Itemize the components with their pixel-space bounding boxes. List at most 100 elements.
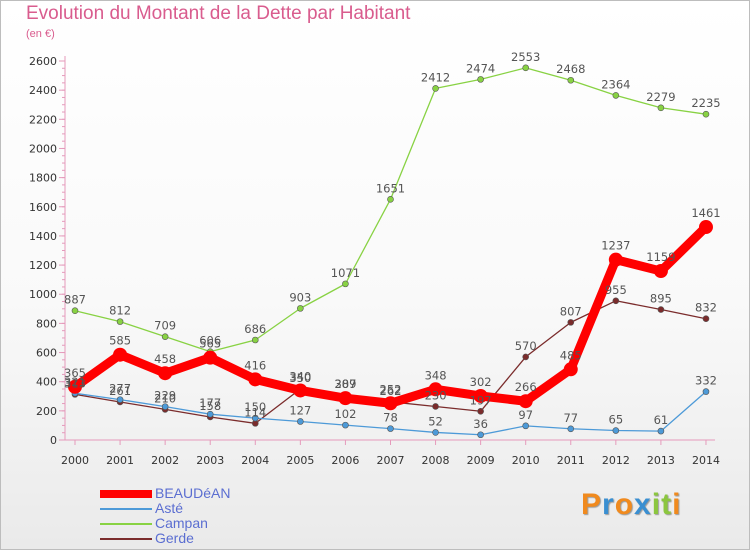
x-tick-label: 2011 <box>557 454 585 467</box>
data-label: 458 <box>154 352 176 366</box>
y-tick-label: 200 <box>36 405 57 418</box>
data-point <box>612 92 620 99</box>
x-tick-label: 2007 <box>376 454 404 467</box>
y-tick-label: 2600 <box>29 55 57 68</box>
data-label: 1651 <box>376 181 405 195</box>
chart-subtitle: (en €) <box>26 28 55 40</box>
y-tick-label: 1200 <box>29 259 57 272</box>
data-point <box>206 410 214 418</box>
data-label: 262 <box>380 384 402 398</box>
data-point <box>338 391 353 406</box>
data-label: 2553 <box>511 50 540 64</box>
y-tick-label: 0 <box>50 434 57 447</box>
data-label: 1071 <box>331 266 360 280</box>
data-point <box>522 422 530 430</box>
logo-letter: t <box>661 488 673 521</box>
y-tick-label: 2000 <box>29 142 57 155</box>
data-label: 150 <box>244 400 266 414</box>
data-point <box>612 297 620 305</box>
data-point <box>698 220 713 235</box>
data-point <box>293 383 308 398</box>
data-point <box>68 379 82 394</box>
data-label: 97 <box>518 408 533 422</box>
y-tick-label: 1000 <box>29 288 57 301</box>
data-label: 2279 <box>646 90 675 104</box>
legend-swatch-aste <box>100 508 152 510</box>
x-tick-label: 2000 <box>61 454 89 467</box>
data-label: 78 <box>383 411 398 425</box>
logo-letter: i <box>672 488 682 521</box>
logo-letter: x <box>634 488 652 521</box>
series-line-2 <box>74 67 707 353</box>
data-point <box>297 418 304 425</box>
data-point <box>522 353 530 361</box>
data-point <box>657 427 665 435</box>
data-label: 177 <box>199 396 221 410</box>
data-point <box>522 64 530 72</box>
x-tick-label: 2014 <box>692 454 720 467</box>
data-label: 416 <box>244 358 266 372</box>
data-point <box>432 85 439 92</box>
data-point <box>612 427 620 434</box>
data-point <box>432 429 439 436</box>
x-tick-label: 2001 <box>106 454 134 467</box>
data-point <box>477 431 484 439</box>
data-label: 61 <box>654 413 669 427</box>
data-label: 52 <box>428 414 443 428</box>
legend-item-gerde: Gerde <box>100 530 320 547</box>
data-label: 2468 <box>556 62 585 76</box>
data-label: 2364 <box>601 77 630 91</box>
data-point <box>432 403 439 410</box>
data-label: 321 <box>64 375 86 389</box>
data-label: 585 <box>109 334 131 348</box>
data-label: 313 <box>64 376 86 390</box>
logo-letter: r <box>602 488 615 521</box>
data-point <box>567 76 575 84</box>
data-label: 127 <box>289 403 311 417</box>
data-point <box>653 264 668 279</box>
data-label: 36 <box>473 417 488 431</box>
data-label: 606 <box>199 334 221 348</box>
legend-swatch-beaudean <box>100 490 152 498</box>
x-tick-label: 2013 <box>647 454 675 467</box>
legend-item-aste: Asté <box>100 500 320 517</box>
data-label: 1461 <box>691 206 720 220</box>
data-label: 309 <box>334 377 356 391</box>
data-label: 230 <box>425 388 447 402</box>
x-tick-label: 2009 <box>467 454 495 467</box>
logo-letter: P <box>581 488 603 521</box>
data-label: 340 <box>289 369 311 383</box>
x-tick-label: 2010 <box>512 454 540 467</box>
data-point <box>203 350 218 365</box>
data-label: 887 <box>64 293 86 307</box>
data-label: 229 <box>154 389 176 403</box>
data-point <box>297 305 304 312</box>
data-label: 903 <box>289 290 311 304</box>
data-point <box>567 425 575 433</box>
data-point <box>251 414 259 422</box>
x-tick-label: 2004 <box>241 454 269 467</box>
data-label: 1159 <box>646 250 675 264</box>
data-point <box>71 307 79 315</box>
data-point <box>657 306 665 313</box>
proxiti-logo: Proxiti <box>581 488 681 522</box>
x-tick-label: 2006 <box>331 454 359 467</box>
data-label: 2412 <box>421 70 450 84</box>
data-point <box>387 196 394 203</box>
data-point <box>477 407 484 415</box>
data-label: 955 <box>605 283 627 297</box>
data-label: 570 <box>515 339 537 353</box>
data-point <box>342 421 349 429</box>
data-point <box>161 333 169 340</box>
data-label: 102 <box>334 407 356 421</box>
data-point <box>113 347 128 362</box>
data-label: 77 <box>563 411 578 425</box>
data-point <box>342 280 349 288</box>
legend-label-beaudean: BEAUDéAN <box>155 485 231 501</box>
data-point <box>657 104 665 112</box>
y-tick-label: 2200 <box>29 113 57 126</box>
data-label: 812 <box>109 304 131 318</box>
data-point <box>473 388 488 403</box>
